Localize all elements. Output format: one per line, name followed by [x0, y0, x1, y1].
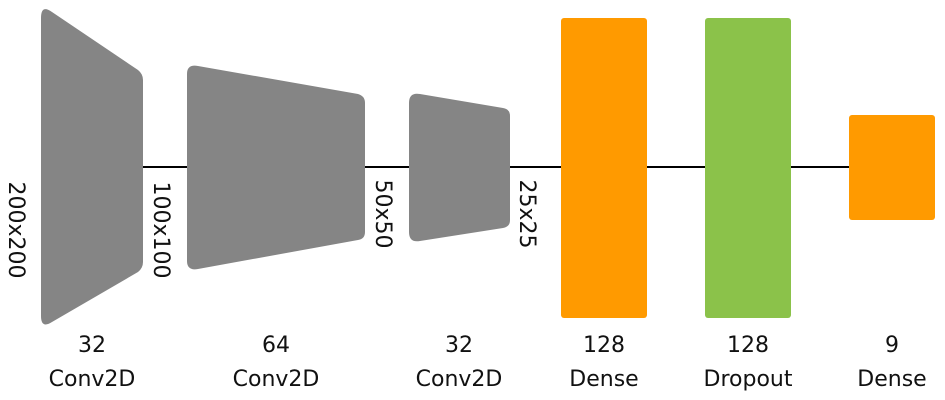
dim-label-layer-2: 100x100: [148, 181, 173, 278]
dim-label-layer-1: 200x200: [3, 181, 28, 278]
type-label-layer-3: Conv2D: [416, 367, 503, 392]
type-label-layer-2: Conv2D: [233, 367, 320, 392]
dense-layer-6-shape: [849, 115, 935, 220]
type-label-layer-5: Dropout: [704, 367, 793, 392]
type-label-layer-6: Dense: [857, 367, 926, 392]
units-label-layer-4: 128: [583, 333, 625, 358]
dim-label-layer-4: 25x25: [514, 179, 539, 248]
conv2d-layer-2-shape: [187, 65, 365, 270]
conv2d-layer-3-shape: [409, 93, 510, 242]
units-label-layer-2: 64: [262, 333, 290, 358]
dropout-layer-5-shape: [705, 18, 791, 318]
units-label-layer-1: 32: [78, 333, 106, 358]
units-label-layer-6: 9: [885, 333, 899, 358]
dim-label-layer-3: 50x50: [370, 179, 395, 248]
units-label-layer-5: 128: [727, 333, 769, 358]
units-label-layer-3: 32: [445, 333, 473, 358]
dense-layer-4-shape: [561, 18, 647, 318]
type-label-layer-4: Dense: [569, 367, 638, 392]
conv2d-layer-1-shape: [41, 9, 143, 325]
type-label-layer-1: Conv2D: [49, 367, 136, 392]
